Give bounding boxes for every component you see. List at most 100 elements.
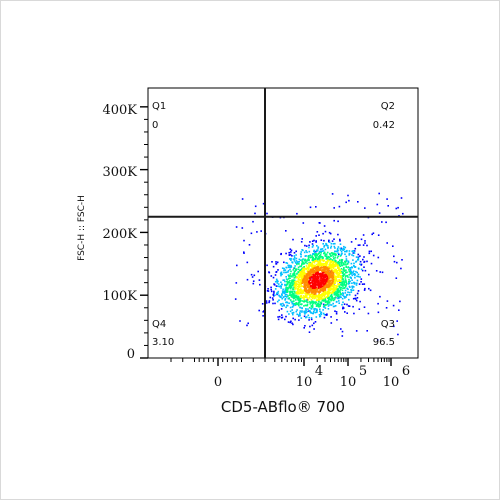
event-dot [342,247,345,250]
event-dot [322,243,324,245]
event-dot [303,272,306,274]
event-dot [332,243,335,245]
event-dot [344,296,346,298]
event-dot [353,312,355,315]
event-dot [307,286,309,289]
event-dot [322,305,325,308]
event-dot [322,284,325,287]
event-dot [334,282,336,284]
event-dot [354,273,356,275]
event-dot [314,252,316,254]
event-dot [262,202,265,205]
event-dot [277,292,279,295]
event-dot [304,244,306,247]
event-dot [319,253,322,256]
event-dot [280,285,282,288]
event-dot [335,312,338,315]
event-dot [343,280,346,282]
event-dot [360,238,363,241]
event-dot [321,256,324,258]
event-dot [280,304,282,306]
event-dot [273,295,275,297]
event-dot [297,289,299,292]
event-dot [332,276,335,279]
event-dot [325,244,327,246]
event-dot [295,284,297,287]
event-dot [293,256,296,259]
event-dot [327,260,330,262]
event-dot [324,272,327,275]
event-dot [325,272,328,274]
event-dot [284,288,287,291]
event-dot [306,304,309,307]
event-dot [293,260,296,262]
event-dot [334,268,336,271]
event-dot [338,253,340,256]
event-dot [397,333,399,336]
event-dot [349,280,351,283]
event-dot [319,257,321,259]
event-dot [337,296,340,299]
event-dot [266,290,269,292]
event-dot [323,316,326,319]
event-dot [298,274,301,277]
event-dot [308,288,310,291]
y-tick-label-400k: 400K [102,103,137,118]
event-dot [290,266,293,268]
event-dot [338,266,340,269]
event-dot [323,279,326,281]
event-dot [329,289,332,292]
event-dot [314,276,317,278]
event-dot [287,295,289,297]
event-dot [357,258,359,261]
event-dots [234,192,404,341]
event-dot [344,311,346,313]
event-dot [352,250,354,252]
event-dot [326,256,328,258]
event-dot [295,250,297,253]
event-dot [288,285,290,287]
event-dot [323,266,325,269]
event-dot [339,283,342,286]
event-dot [280,303,282,305]
event-dot [318,294,321,296]
event-dot [288,282,291,284]
event-dot [281,314,283,316]
event-dot [329,273,331,275]
event-dot [327,301,329,304]
event-dot [284,318,286,321]
event-dot [309,279,312,281]
event-dot [326,251,329,254]
event-dot [347,283,350,285]
event-dot [337,276,339,278]
event-dot [314,296,317,298]
event-dot [308,281,311,283]
event-dot [307,273,310,275]
event-dot [271,297,274,299]
event-dot [300,272,303,274]
event-dot [324,272,326,274]
event-dot [320,239,323,241]
event-dot [322,263,324,266]
event-dot [247,322,249,325]
event-dot [329,232,332,235]
event-dot [296,313,298,316]
event-dot [336,293,338,296]
event-dot [322,277,325,279]
event-dot [300,279,303,281]
event-dot [281,294,283,297]
event-dot [295,310,298,313]
event-dot [348,294,351,296]
event-dot [294,297,296,299]
event-dot [315,309,318,312]
event-dot [348,253,351,255]
event-dot [340,286,342,289]
event-dot [329,282,331,285]
event-dot [327,305,330,307]
event-dot [243,252,245,254]
event-dot [356,297,359,299]
event-dot [330,316,332,318]
event-dot [364,240,366,242]
event-dot [291,312,294,314]
event-dot [312,259,315,261]
